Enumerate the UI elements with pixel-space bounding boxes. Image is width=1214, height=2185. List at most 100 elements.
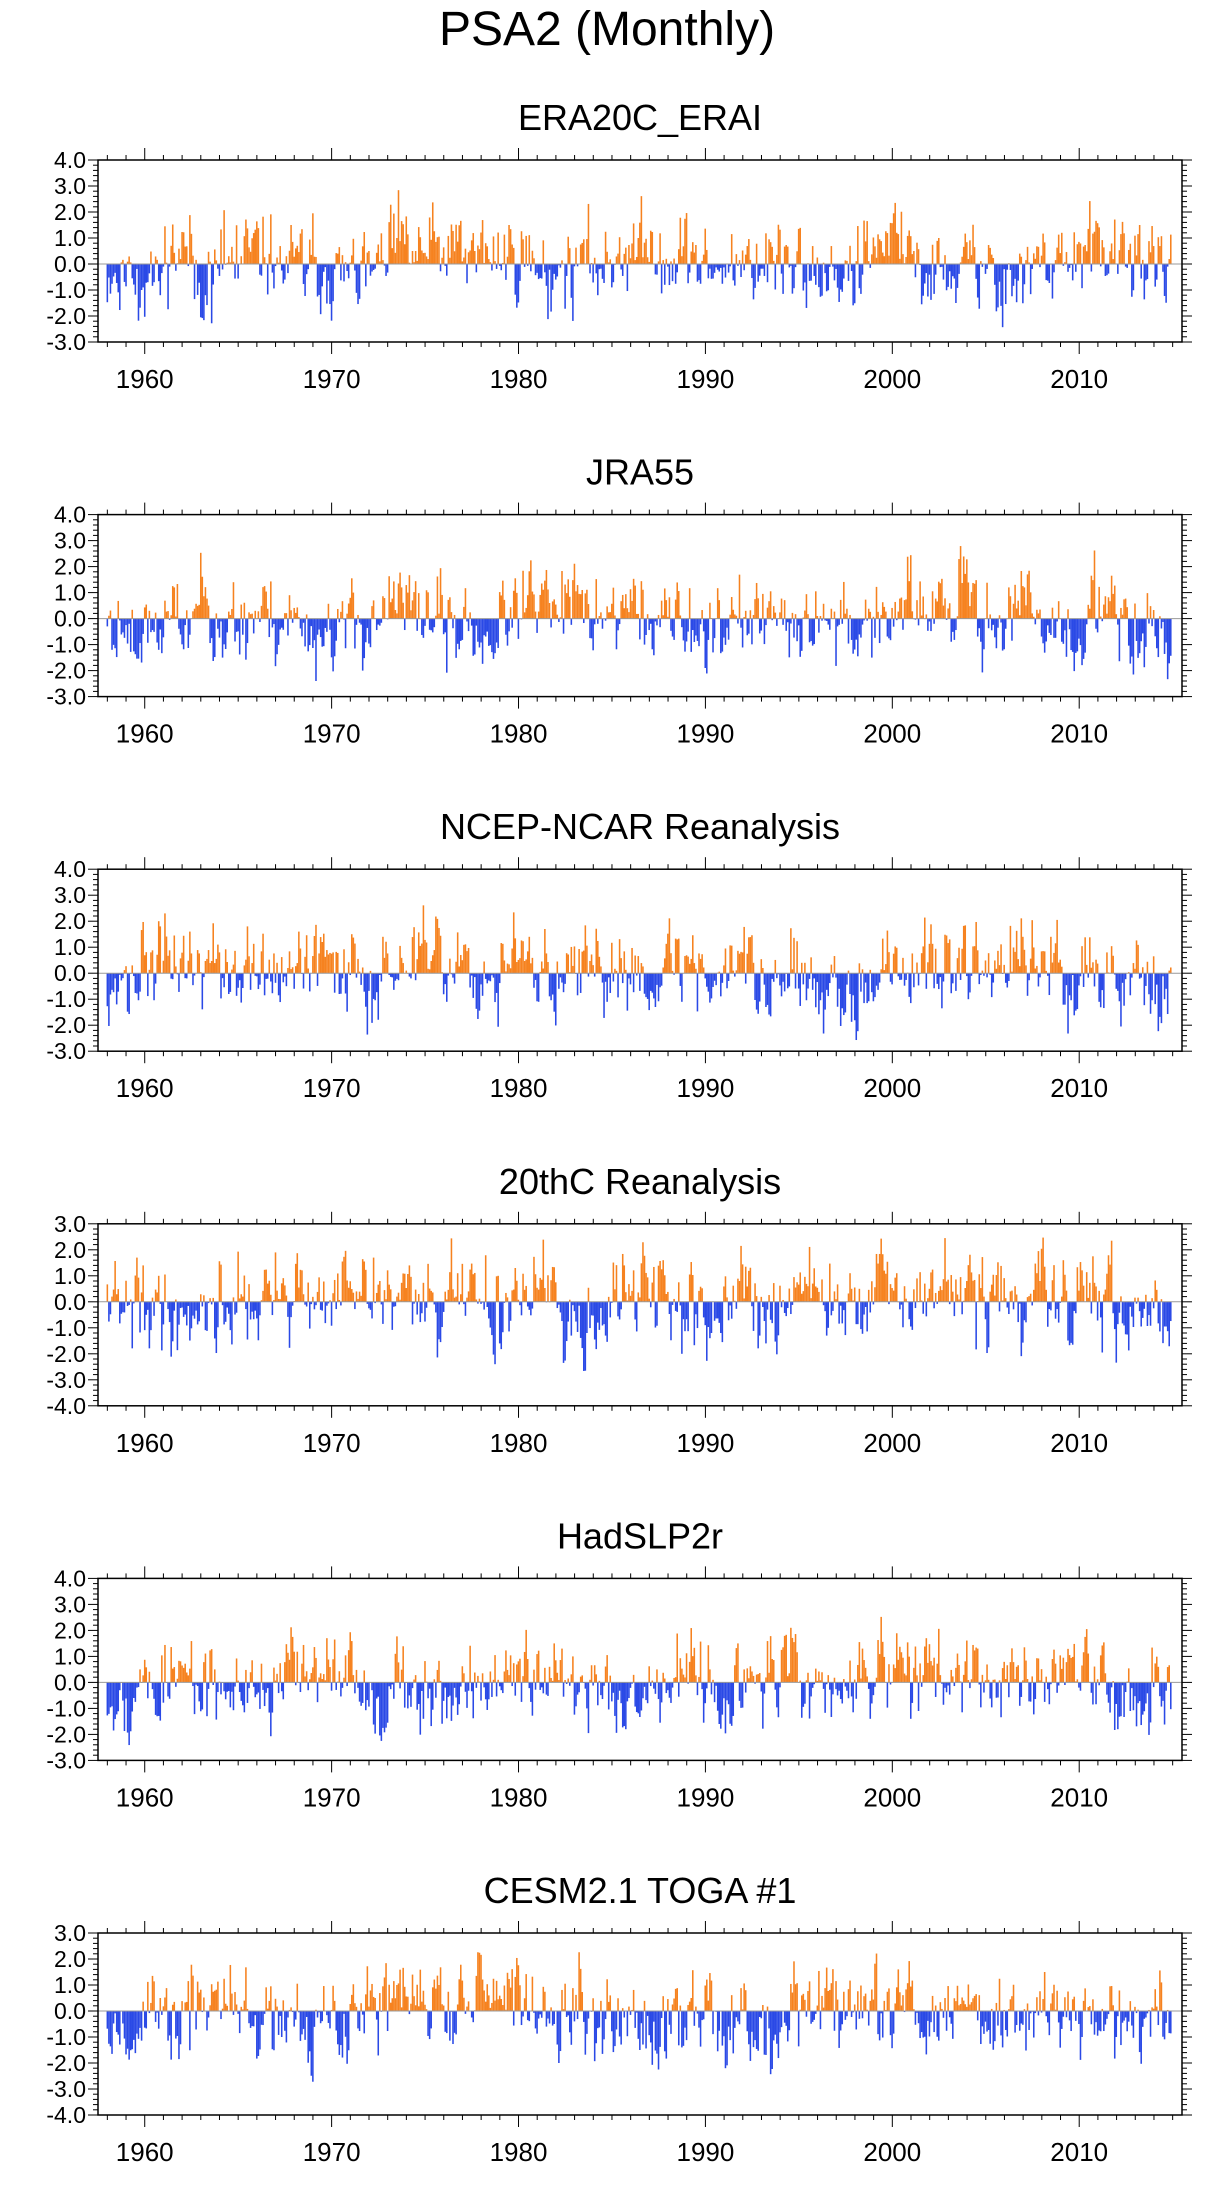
bar: [495, 1980, 498, 2011]
bar: [343, 949, 345, 974]
bar: [1112, 259, 1114, 264]
panel-title: NCEP-NCAR Reanalysis: [440, 806, 840, 847]
bar: [439, 264, 442, 272]
bar: [503, 234, 506, 264]
bar: [198, 953, 200, 974]
figure-title: PSA2 (Monthly): [438, 3, 776, 56]
bar: [651, 618, 654, 650]
bar: [774, 1682, 777, 1690]
bar: [987, 245, 990, 264]
bar: [872, 1682, 875, 1696]
bar: [433, 231, 436, 264]
x-axis: 1960 1970 1980 1990 2000 2010: [106, 148, 1174, 394]
bar: [751, 1671, 753, 1683]
bar: [1065, 973, 1068, 986]
bar: [117, 600, 120, 619]
bar: [654, 618, 657, 622]
bar: [1050, 1682, 1052, 1685]
bar: [978, 618, 981, 629]
bar: [547, 1682, 549, 1696]
bar: [595, 2011, 598, 2044]
bar: [804, 264, 806, 283]
bar: [663, 1275, 666, 1302]
bar: [975, 921, 977, 974]
bar: [1101, 240, 1104, 264]
bar: [718, 1682, 721, 1724]
bar: [1126, 1301, 1128, 1335]
bar: [252, 1682, 255, 1687]
bar: [973, 1279, 976, 1302]
bar: [807, 1672, 809, 1683]
bar: [805, 2011, 808, 2017]
bar: [312, 213, 314, 264]
bar: [567, 954, 569, 974]
bar: [698, 1676, 700, 1683]
bar: [165, 1988, 168, 2011]
y-tick-label: 1.0: [54, 580, 86, 606]
bar: [724, 264, 727, 278]
bar: [338, 973, 341, 994]
bar: [660, 264, 663, 294]
bar: [556, 1672, 559, 1683]
bar: [913, 1289, 915, 1302]
bar: [1022, 586, 1024, 619]
bar: [291, 618, 294, 623]
bar: [206, 598, 208, 619]
bar: [477, 973, 479, 1019]
bar: [889, 1284, 892, 1302]
bar: [673, 618, 675, 640]
bar: [201, 2011, 204, 2013]
bar: [341, 601, 344, 619]
bar: [835, 264, 837, 269]
bar: [553, 2011, 555, 2024]
bar: [108, 264, 110, 278]
bar: [516, 962, 518, 974]
bar: [1110, 1240, 1113, 1302]
bar: [302, 618, 305, 623]
bar: [1093, 1666, 1096, 1683]
bar: [424, 1301, 426, 1322]
bar: [480, 1954, 482, 2011]
bar: [185, 1672, 188, 1683]
bar: [998, 1301, 1001, 1312]
bar: [145, 2011, 148, 2029]
bar: [192, 1682, 194, 1687]
bar: [251, 238, 253, 264]
bar: [531, 591, 534, 619]
bar: [145, 952, 148, 974]
bar: [639, 222, 641, 264]
bar: [224, 618, 227, 650]
bar: [117, 264, 120, 293]
bar: [389, 204, 392, 264]
bar: [579, 1301, 582, 1338]
bar: [226, 1682, 229, 1692]
bar: [939, 973, 942, 978]
panel-title: ERA20C_ERAI: [518, 97, 762, 138]
bar: [911, 254, 914, 264]
bar: [327, 1659, 330, 1683]
bar: [337, 952, 339, 974]
bar: [765, 973, 767, 1007]
bar: [796, 1983, 798, 2011]
bar: [771, 1659, 773, 1683]
bar: [724, 2011, 727, 2069]
bar: [754, 973, 756, 1000]
bar: [1037, 613, 1040, 619]
bar: [598, 616, 601, 619]
bar: [777, 224, 780, 264]
bar: [280, 618, 283, 628]
bar: [1159, 246, 1161, 264]
bar: [720, 1301, 722, 1333]
bar: [340, 264, 342, 281]
bar: [721, 973, 724, 983]
bar: [466, 2006, 468, 2011]
bar: [129, 262, 132, 264]
bar: [428, 1288, 431, 1302]
bar: [136, 1682, 138, 1688]
bar: [819, 2011, 822, 2030]
bar: [1012, 1301, 1015, 1310]
bar: [751, 618, 753, 645]
bar: [723, 2011, 725, 2037]
bar: [1123, 233, 1125, 264]
bar: [385, 1299, 387, 1302]
